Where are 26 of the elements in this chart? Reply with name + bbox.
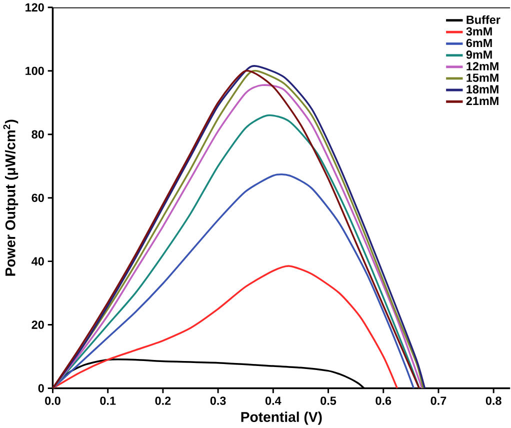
legend-label: 12mM bbox=[466, 62, 498, 70]
x-tick-label: 0.1 bbox=[100, 396, 116, 405]
legend-label: 15mM bbox=[466, 74, 498, 82]
legend-label: 18mM bbox=[466, 85, 498, 94]
y-tick-label: 0 bbox=[38, 384, 44, 392]
y-tick-label: 120 bbox=[26, 3, 44, 12]
x-tick-label: 0.6 bbox=[376, 396, 392, 405]
legend-label: Buffer bbox=[466, 15, 500, 24]
y-tick-label: 40 bbox=[32, 257, 44, 266]
legend-label: 6mM bbox=[466, 38, 492, 48]
x-tick-label: 0.7 bbox=[430, 396, 446, 405]
x-tick-label: 0.0 bbox=[45, 396, 60, 405]
x-tick-label: 0.2 bbox=[155, 396, 171, 405]
x-tick-label: 0.5 bbox=[320, 396, 336, 405]
x-tick-label: 0.3 bbox=[210, 396, 226, 405]
legend-label: 21mM bbox=[466, 96, 498, 105]
y-tick-label: 80 bbox=[32, 130, 44, 139]
legend-label: 3mM bbox=[466, 27, 492, 36]
y-tick-label: 60 bbox=[32, 194, 44, 202]
x-tick-label: 0.8 bbox=[486, 396, 502, 405]
y-tick-label: 100 bbox=[26, 66, 44, 76]
x-axis-title: Potential (V) bbox=[241, 412, 322, 425]
x-tick-label: 0.4 bbox=[265, 396, 282, 405]
legend-label: 9mM bbox=[466, 50, 492, 59]
y-tick-label: 20 bbox=[32, 320, 44, 329]
y-axis-title: Power Output (μW/cm$^{2}$) bbox=[3, 120, 18, 276]
